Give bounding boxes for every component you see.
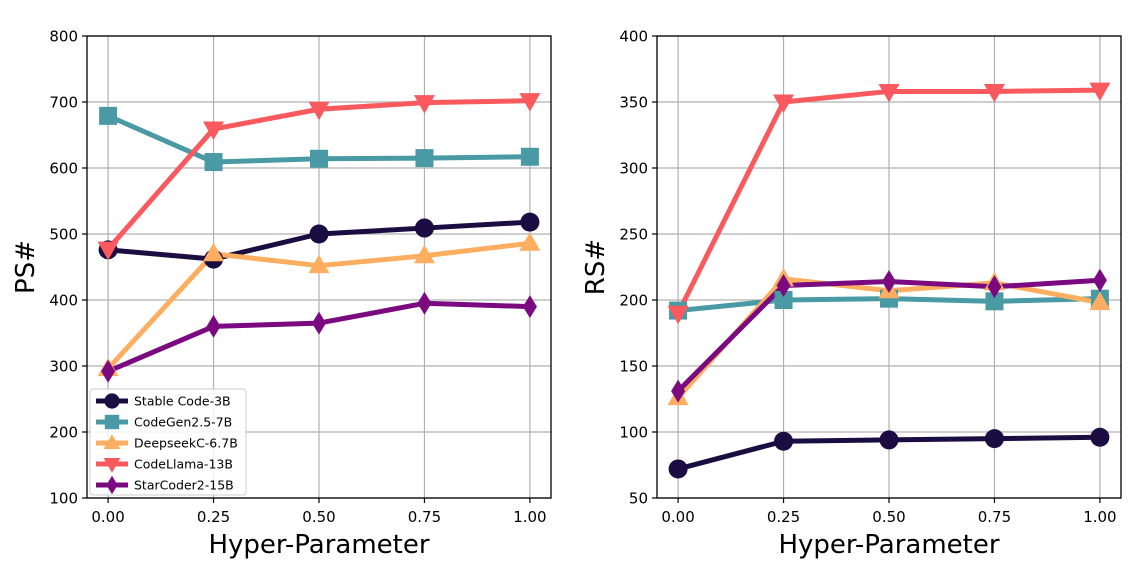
- data-point-4-4: [1092, 268, 1107, 292]
- x-tick-label: 1.00: [1083, 508, 1116, 526]
- data-point-4-4: [522, 295, 537, 319]
- x-tick-label: 0.25: [767, 508, 800, 526]
- data-point-3-2: [878, 83, 900, 103]
- legend-marker-1: [104, 414, 120, 430]
- legend: Stable Code-3B CodeGen2.5-7B DeepseekC-6.7…: [89, 388, 247, 496]
- x-tick-label: 0.00: [91, 508, 124, 526]
- data-point-1-4: [520, 147, 539, 166]
- data-point-4-1: [776, 273, 791, 297]
- data-point-0-0: [668, 459, 688, 479]
- y-axis-title: RS#: [581, 239, 611, 295]
- data-point-4-3: [987, 275, 1002, 299]
- data-point-0-2: [309, 224, 329, 244]
- panel-rs: 0.00 0.25 0.50 0.75 1.00 50 100 150 200 250 300 350…: [581, 28, 1122, 560]
- data-point-3-4: [519, 93, 541, 112]
- legend-marker-0: [104, 393, 120, 409]
- y-tick-label: 400: [619, 28, 648, 46]
- data-point-2-2: [308, 254, 330, 274]
- data-point-1-1: [204, 153, 223, 172]
- data-point-3-1: [773, 94, 795, 113]
- x-tick-label: 0.75: [408, 508, 441, 526]
- data-point-4-1: [206, 314, 221, 338]
- y-tick-label: 200: [49, 424, 78, 442]
- data-point-1-2: [310, 149, 328, 168]
- legend-marker-3: [103, 458, 121, 473]
- data-point-2-4: [519, 232, 541, 251]
- x-axis-title: Hyper-Parameter: [208, 530, 429, 560]
- data-point-3-3: [983, 83, 1005, 103]
- y-tick-label: 200: [619, 292, 648, 310]
- y-tick-label: 100: [49, 490, 78, 508]
- y-tick-label: 150: [619, 358, 648, 376]
- y-tick-label: 300: [619, 160, 648, 178]
- data-point-3-4: [1089, 82, 1111, 102]
- legend-box: [89, 388, 247, 496]
- y-tick-label: 350: [619, 94, 648, 112]
- data-point-0-3: [414, 218, 434, 238]
- y-tick-label: 600: [49, 160, 78, 178]
- legend-label-2: DeepseekC-6.7B: [134, 436, 238, 451]
- data-point-1-0: [99, 106, 118, 125]
- data-point-3-0: [97, 241, 119, 261]
- x-tick-label: 0.00: [661, 508, 694, 526]
- legend-marker-4: [106, 475, 118, 495]
- data-point-0-2: [879, 430, 899, 450]
- data-point-2-3: [413, 244, 435, 264]
- x-tick-label: 0.25: [197, 508, 230, 526]
- x-tick-label: 0.75: [978, 508, 1011, 526]
- y-tick-label: 800: [49, 28, 78, 46]
- data-point-0-4: [1090, 427, 1110, 447]
- legend-marker-2: [103, 434, 121, 449]
- data-point-4-0: [671, 379, 686, 403]
- y-tick-label: 700: [49, 94, 78, 112]
- x-tick-label: 0.50: [872, 508, 905, 526]
- data-point-3-3: [413, 95, 435, 114]
- data-point-3-2: [308, 101, 330, 121]
- data-point-0-1: [774, 431, 794, 451]
- panel-ps: 0.00 0.25 0.50 0.75 1.00 100 200 300 400 500 600 70…: [11, 28, 552, 560]
- y-tick-label: 400: [49, 292, 78, 310]
- y-tick-label: 250: [619, 226, 648, 244]
- data-point-4-2: [882, 270, 896, 294]
- data-point-4-0: [101, 359, 116, 383]
- y-tick-label: 100: [619, 424, 648, 442]
- data-point-4-2: [312, 311, 326, 335]
- data-point-1-1: [774, 291, 793, 309]
- y-tick-label: 50: [629, 490, 648, 508]
- x-tick-label: 1.00: [513, 508, 546, 526]
- data-point-1-3: [415, 149, 434, 168]
- y-tick-label: 500: [49, 226, 78, 244]
- data-point-0-3: [984, 429, 1004, 449]
- data-point-1-3: [985, 292, 1004, 311]
- data-point-3-1: [203, 121, 225, 141]
- data-point-0-4: [520, 212, 540, 232]
- data-point-4-3: [417, 291, 432, 315]
- legend-label-1: CodeGen2.5-7B: [134, 415, 232, 430]
- data-point-2-4: [1089, 291, 1111, 311]
- legend-label-4: StarCoder2-15B: [134, 478, 234, 493]
- y-tick-label: 300: [49, 358, 78, 376]
- legend-label-0: Stable Code-3B: [134, 394, 231, 409]
- data-point-2-1: [203, 242, 225, 262]
- y-axis-title: PS#: [11, 240, 41, 294]
- data-point-3-0: [667, 305, 689, 325]
- x-tick-label: 0.50: [302, 508, 335, 526]
- x-axis-title: Hyper-Parameter: [778, 530, 999, 560]
- legend-label-3: CodeLlama-13B: [134, 457, 233, 472]
